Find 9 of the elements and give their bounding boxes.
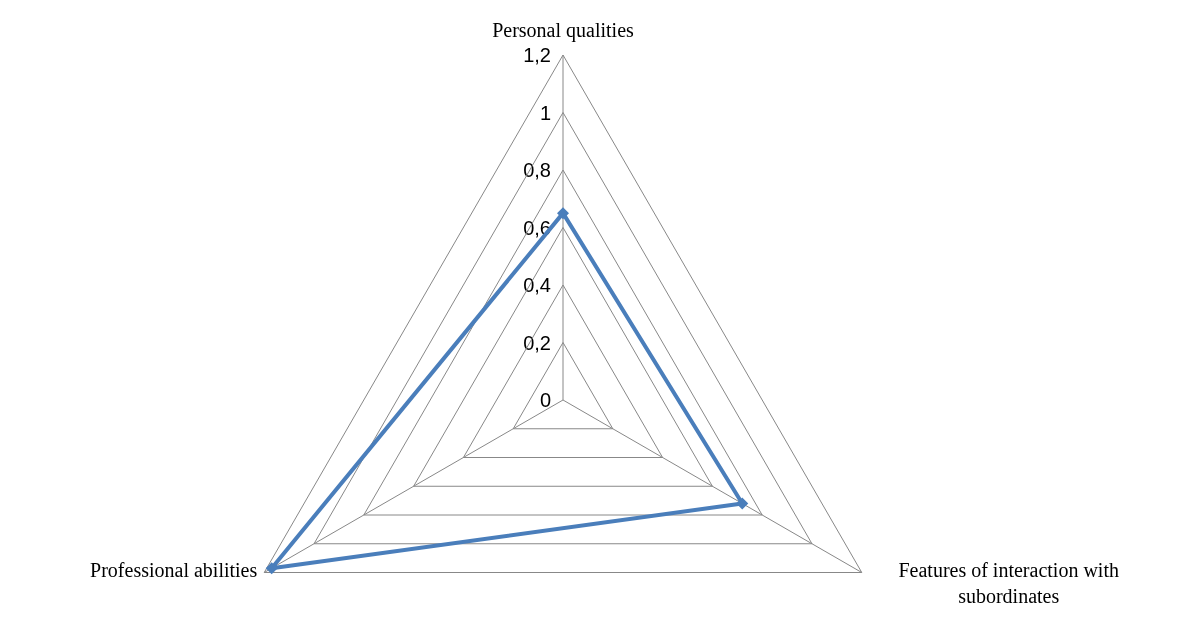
spoke-label: Features of interaction with subordinates xyxy=(898,558,1119,607)
y-tick-label: 0 xyxy=(539,389,551,411)
spoke-label: Personal qualities xyxy=(492,19,635,42)
spoke-label: Professional abilities xyxy=(90,558,258,581)
y-tick-label: 0,4 xyxy=(523,274,551,296)
y-tick-label: 0,8 xyxy=(523,159,551,181)
y-tick-label: 1,2 xyxy=(523,44,551,66)
y-tick-label: 0,2 xyxy=(523,331,551,354)
y-tick-label: 1 xyxy=(539,101,551,124)
